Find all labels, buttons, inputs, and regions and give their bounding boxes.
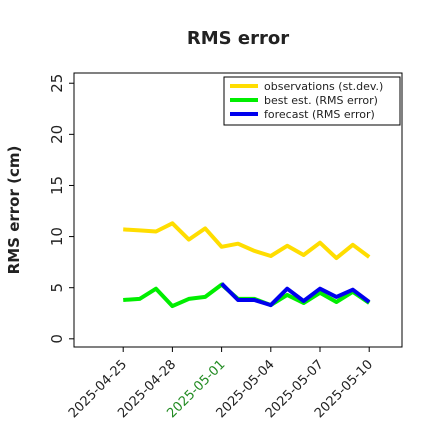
legend-label: best est. (RMS error) [264, 94, 378, 107]
series-line [123, 221, 371, 261]
y-axis-label: RMS error (cm) [5, 146, 23, 275]
y-tick-label: 0 [48, 334, 66, 344]
chart-title: RMS error [187, 28, 289, 49]
legend-label: observations (st.dev.) [264, 80, 383, 93]
y-tick-label: 25 [48, 74, 66, 93]
y-tick-label: 5 [48, 283, 66, 293]
series-line [220, 282, 371, 308]
legend-label: forecast (RMS error) [264, 108, 375, 121]
y-tick-label: 10 [48, 227, 66, 246]
plot-frame [73, 72, 403, 348]
y-tick-label: 15 [48, 176, 66, 195]
y-tick-label: 20 [48, 125, 66, 144]
